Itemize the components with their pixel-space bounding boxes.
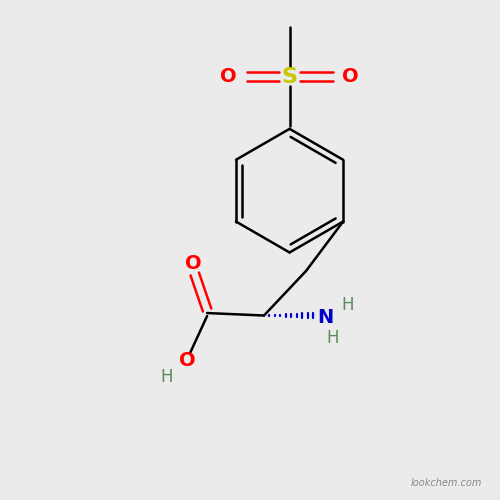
- Text: N: N: [318, 308, 334, 328]
- Text: O: O: [179, 350, 196, 370]
- Text: O: O: [220, 68, 237, 86]
- Text: O: O: [186, 254, 202, 273]
- Text: H: H: [160, 368, 173, 386]
- Text: H: H: [342, 296, 354, 314]
- Text: O: O: [342, 68, 358, 86]
- Text: S: S: [282, 67, 298, 87]
- Text: H: H: [326, 329, 338, 347]
- Text: lookchem.com: lookchem.com: [411, 478, 482, 488]
